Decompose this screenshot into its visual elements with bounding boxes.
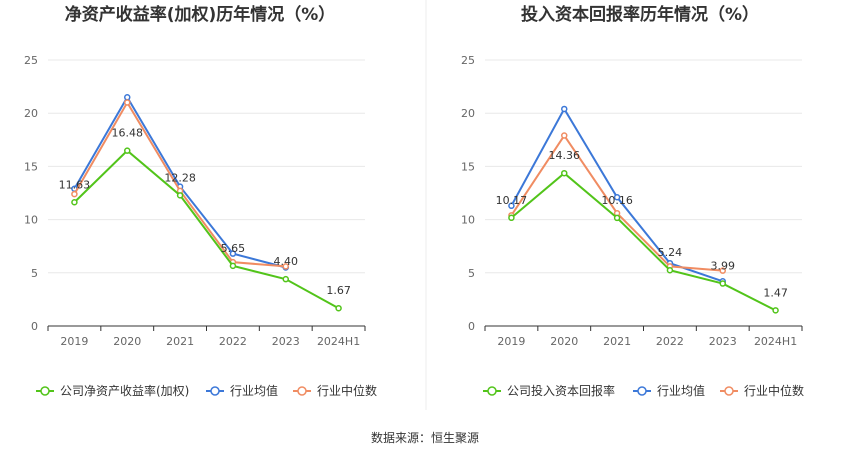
y-tick-label: 20 xyxy=(461,107,475,120)
y-tick-label: 25 xyxy=(461,54,475,67)
y-tick-label: 20 xyxy=(24,107,38,120)
data-point xyxy=(124,99,131,106)
data-point xyxy=(772,307,779,314)
data-point xyxy=(335,304,342,312)
x-tick-label: 2020 xyxy=(550,335,578,348)
y-tick-label: 15 xyxy=(461,160,475,173)
x-tick-label: 2024H1 xyxy=(317,335,360,348)
y-tick-label: 25 xyxy=(24,54,38,67)
x-tick-label: 2019 xyxy=(497,335,525,348)
data-point xyxy=(561,169,568,177)
x-tick-label: 2019 xyxy=(60,335,88,348)
data-point xyxy=(282,275,289,283)
x-tick-label: 2020 xyxy=(113,335,141,348)
legend-swatch-marker xyxy=(637,386,647,396)
data-label: 1.67 xyxy=(326,284,351,297)
chart-title: 净资产收益率(加权)历年情况（%） xyxy=(65,4,336,25)
series-line-1 xyxy=(510,171,777,312)
x-tick-label: 2022 xyxy=(219,335,247,348)
chart-1: 净资产收益率(加权)历年情况（%） 0 5 10 15 20 25 2019 2020 2021 2… xyxy=(24,4,377,398)
data-point xyxy=(124,93,131,101)
data-point xyxy=(124,147,131,154)
data-point xyxy=(229,262,237,270)
data-label: 10.17 xyxy=(496,194,528,207)
data-point xyxy=(229,250,237,257)
x-tick-label: 2022 xyxy=(656,335,684,348)
data-point xyxy=(176,192,184,199)
data-label: 4.40 xyxy=(274,255,299,268)
data-point xyxy=(71,199,78,206)
data-point xyxy=(666,266,674,274)
data-point xyxy=(508,202,515,210)
y-tick-label: 5 xyxy=(31,267,38,280)
legend-item-label: 行业中位数 xyxy=(744,383,804,398)
data-point xyxy=(613,194,621,201)
data-point xyxy=(71,190,78,198)
x-tick-label: 2021 xyxy=(603,335,631,348)
x-tick-label: 2021 xyxy=(166,335,194,348)
y-tick-label: 5 xyxy=(468,267,475,280)
chart-title: 投入资本回报率历年情况（%） xyxy=(521,4,759,25)
legend-swatch-marker xyxy=(724,386,734,396)
data-point xyxy=(719,267,726,274)
y-tick-label: 0 xyxy=(31,320,38,333)
data-point xyxy=(561,105,568,113)
x-tick-label: 2024H1 xyxy=(754,335,797,348)
data-point xyxy=(613,214,621,222)
y-tick-label: 15 xyxy=(24,160,38,173)
data-label: 5.65 xyxy=(221,242,246,255)
legend-item-label: 行业均值 xyxy=(230,383,278,398)
data-point xyxy=(719,280,726,287)
series-line-1 xyxy=(73,149,340,310)
legend-swatch-marker xyxy=(210,386,220,396)
y-tick-label: 0 xyxy=(468,320,475,333)
data-label: 16.48 xyxy=(112,127,144,140)
data-point xyxy=(282,263,289,270)
y-tick-label: 10 xyxy=(461,214,475,227)
data-point xyxy=(508,214,515,222)
data-point xyxy=(561,132,568,139)
data-label: 10.16 xyxy=(601,194,633,207)
data-label: 12.28 xyxy=(164,171,196,184)
y-tick-label: 10 xyxy=(24,214,38,227)
data-source-text: 数据来源：恒生聚源 xyxy=(371,430,479,445)
legend-item-label: 公司净资产收益率(加权) xyxy=(60,383,189,398)
data-label: 5.24 xyxy=(658,246,683,259)
chart-2: 投入资本回报率历年情况（%） 0 5 10 15 20 25 2019 2020 2021 2022… xyxy=(461,4,804,398)
legend-item-label: 行业中位数 xyxy=(317,383,377,398)
legend-swatch-marker xyxy=(297,386,307,396)
x-tick-label: 2023 xyxy=(709,335,737,348)
x-tick-label: 2023 xyxy=(272,335,300,348)
legend-item-label: 行业均值 xyxy=(657,383,705,398)
data-label: 3.99 xyxy=(711,260,736,273)
legend-swatch-marker xyxy=(487,386,497,396)
data-label: 11.63 xyxy=(59,178,91,191)
legend-swatch-marker xyxy=(40,386,50,396)
data-label: 14.36 xyxy=(549,149,581,162)
data-label: 1.47 xyxy=(763,286,788,299)
legend-item-label: 公司投入资本回报率 xyxy=(507,383,615,398)
